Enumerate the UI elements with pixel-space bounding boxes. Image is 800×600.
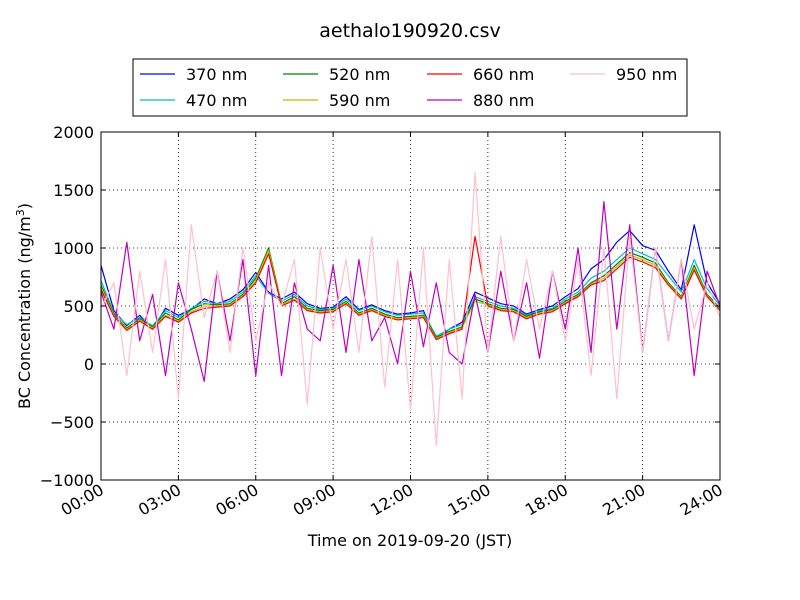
y-axis-label-superscript: 3 <box>14 209 27 216</box>
x-tick-labels: 00:00 03:00 06:00 09:00 12:00 15:00 18:00 21:00… <box>58 480 726 520</box>
series-line-370nm <box>100 224 721 341</box>
series-line-520nm <box>100 247 721 338</box>
y-tick-label: 1500 <box>53 181 94 200</box>
y-axis-label-text: BC Concentration (ng/m <box>15 216 34 409</box>
legend-entry-370nm: 370 nm <box>140 65 247 84</box>
legend-entry-590nm: 590 nm <box>283 91 390 110</box>
y-tick-label: 500 <box>63 297 94 316</box>
x-tick-label: 03:00 <box>135 480 184 520</box>
series-line-590nm <box>100 249 721 340</box>
y-tick-label: 0 <box>84 355 94 374</box>
x-tick-label: 09:00 <box>290 480 339 520</box>
y-tick-label: −1000 <box>40 471 94 490</box>
ticks <box>100 131 721 481</box>
legend-label: 590 nm <box>329 91 390 110</box>
y-tick-label: −500 <box>50 413 94 432</box>
x-tick-label: 18:00 <box>522 480 571 520</box>
legend-label: 520 nm <box>329 65 390 84</box>
legend-label: 660 nm <box>473 65 534 84</box>
series-layer <box>100 172 721 446</box>
x-tick-label: 24:00 <box>677 480 726 520</box>
y-axis-label: BC Concentration (ng/m3) <box>14 203 34 409</box>
x-tick-label: 15:00 <box>444 480 493 520</box>
legend-entry-950nm: 950 nm <box>570 65 677 84</box>
legend-label: 370 nm <box>186 65 247 84</box>
legend: 370 nm 470 nm 520 nm 590 nm 660 nm 880 nm 950 … <box>132 58 688 117</box>
legend-entry-880nm: 880 nm <box>427 91 534 110</box>
y-tick-label: 2000 <box>53 123 94 142</box>
series-line-880nm <box>100 201 721 382</box>
y-tick-labels: −1000 −500 0 500 1000 1500 2000 <box>40 123 94 490</box>
chart-title: aethalo190920.csv <box>319 20 501 42</box>
legend-entry-520nm: 520 nm <box>283 65 390 84</box>
legend-label: 950 nm <box>616 65 677 84</box>
x-tick-label: 12:00 <box>367 480 416 520</box>
x-tick-label: 06:00 <box>212 480 261 520</box>
series-line-950nm <box>100 172 721 446</box>
legend-frame <box>132 58 688 117</box>
y-tick-label: 1000 <box>53 239 94 258</box>
series-line-470nm <box>100 247 721 337</box>
legend-entry-470nm: 470 nm <box>140 91 247 110</box>
legend-entry-660nm: 660 nm <box>427 65 534 84</box>
legend-label: 470 nm <box>186 91 247 110</box>
y-axis-label-suffix: ) <box>15 203 34 209</box>
x-tick-label: 21:00 <box>599 480 648 520</box>
legend-label: 880 nm <box>473 91 534 110</box>
grid <box>101 132 720 480</box>
series-line-660nm <box>100 235 721 341</box>
x-axis-label: Time on 2019-09-20 (JST) <box>307 531 512 550</box>
